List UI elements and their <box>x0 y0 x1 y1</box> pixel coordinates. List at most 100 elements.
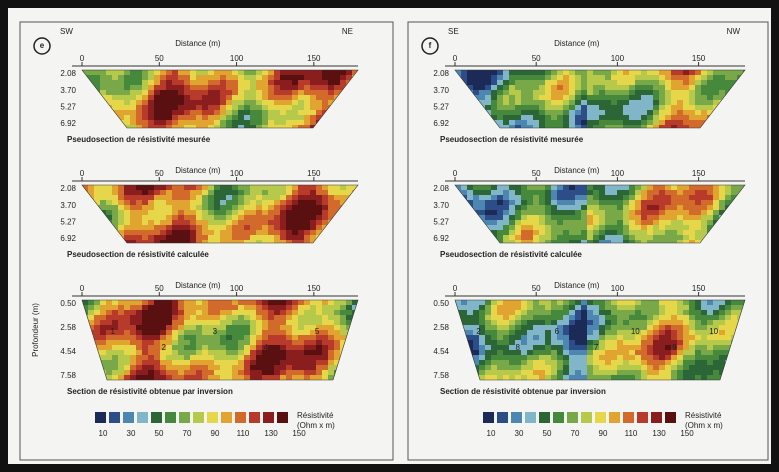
cell <box>262 300 269 306</box>
cell <box>617 310 624 316</box>
cell <box>587 310 594 316</box>
cell <box>346 185 353 191</box>
cell <box>130 115 137 121</box>
cell <box>533 335 540 341</box>
cell <box>665 225 672 231</box>
cell <box>340 300 347 306</box>
depth-tick-label: 3.70 <box>433 86 449 95</box>
cell <box>683 360 690 366</box>
cell <box>154 70 161 76</box>
cell <box>172 185 179 191</box>
cell <box>599 90 606 96</box>
cell <box>160 305 167 311</box>
cell <box>509 375 516 381</box>
cell <box>533 95 540 101</box>
cell <box>611 215 618 221</box>
cell <box>172 70 179 76</box>
cell <box>160 315 167 321</box>
cell <box>671 335 678 341</box>
cell <box>575 355 582 361</box>
cell <box>118 95 125 101</box>
cell <box>226 325 233 331</box>
cell <box>172 310 179 316</box>
cell <box>509 310 516 316</box>
cell <box>238 100 245 106</box>
cell <box>244 345 251 351</box>
depth-tick-label: 0.50 <box>60 299 76 308</box>
cell <box>605 100 612 106</box>
cell <box>557 190 564 196</box>
cell <box>515 95 522 101</box>
cell <box>232 340 239 346</box>
cell <box>575 190 582 196</box>
cell <box>635 375 642 381</box>
cell <box>154 80 161 86</box>
cell <box>587 300 594 306</box>
cell <box>593 220 600 226</box>
cell <box>719 90 726 96</box>
cell <box>250 375 257 381</box>
cell <box>527 230 534 236</box>
cell <box>659 95 666 101</box>
cell <box>659 90 666 96</box>
cell <box>707 320 714 326</box>
cell <box>503 100 510 106</box>
cell <box>569 310 576 316</box>
cell <box>467 325 474 331</box>
cell <box>683 320 690 326</box>
cell <box>202 90 209 96</box>
cell <box>497 330 504 336</box>
cell <box>106 340 113 346</box>
cell <box>280 70 287 76</box>
cell <box>148 205 155 211</box>
cell <box>124 315 131 321</box>
cell <box>184 115 191 121</box>
cell <box>647 70 654 76</box>
cell <box>118 80 125 86</box>
cell <box>304 225 311 231</box>
cell <box>256 85 263 91</box>
cell <box>713 185 720 191</box>
cell <box>250 80 257 86</box>
cell <box>154 300 161 306</box>
cell <box>226 360 233 366</box>
section-caption: Pseudosection de résistivité mesurée <box>440 135 584 144</box>
cell <box>328 345 335 351</box>
cell <box>671 90 678 96</box>
cell <box>641 95 648 101</box>
cell <box>178 115 185 121</box>
legend-swatch <box>277 412 288 423</box>
cell <box>124 210 131 216</box>
cell <box>641 110 648 116</box>
cell <box>160 70 167 76</box>
cell <box>250 345 257 351</box>
cell <box>328 190 335 196</box>
cell <box>208 95 215 101</box>
cell <box>491 95 498 101</box>
cell <box>94 75 101 81</box>
cell <box>629 80 636 86</box>
cell <box>587 75 594 81</box>
cell <box>316 360 323 366</box>
cell <box>569 230 576 236</box>
cell <box>611 75 618 81</box>
cell <box>557 75 564 81</box>
cell <box>268 185 275 191</box>
cell <box>491 185 498 191</box>
cell <box>256 120 263 126</box>
cell <box>316 310 323 316</box>
cell <box>527 330 534 336</box>
cell <box>166 100 173 106</box>
cell <box>298 215 305 221</box>
cell <box>124 185 131 191</box>
cell <box>136 235 143 241</box>
cell <box>232 370 239 376</box>
cell <box>467 330 474 336</box>
cell <box>154 95 161 101</box>
cell <box>142 95 149 101</box>
cell <box>671 235 678 241</box>
cell <box>106 365 113 371</box>
cell <box>94 315 101 321</box>
cell <box>280 90 287 96</box>
cell <box>196 305 203 311</box>
